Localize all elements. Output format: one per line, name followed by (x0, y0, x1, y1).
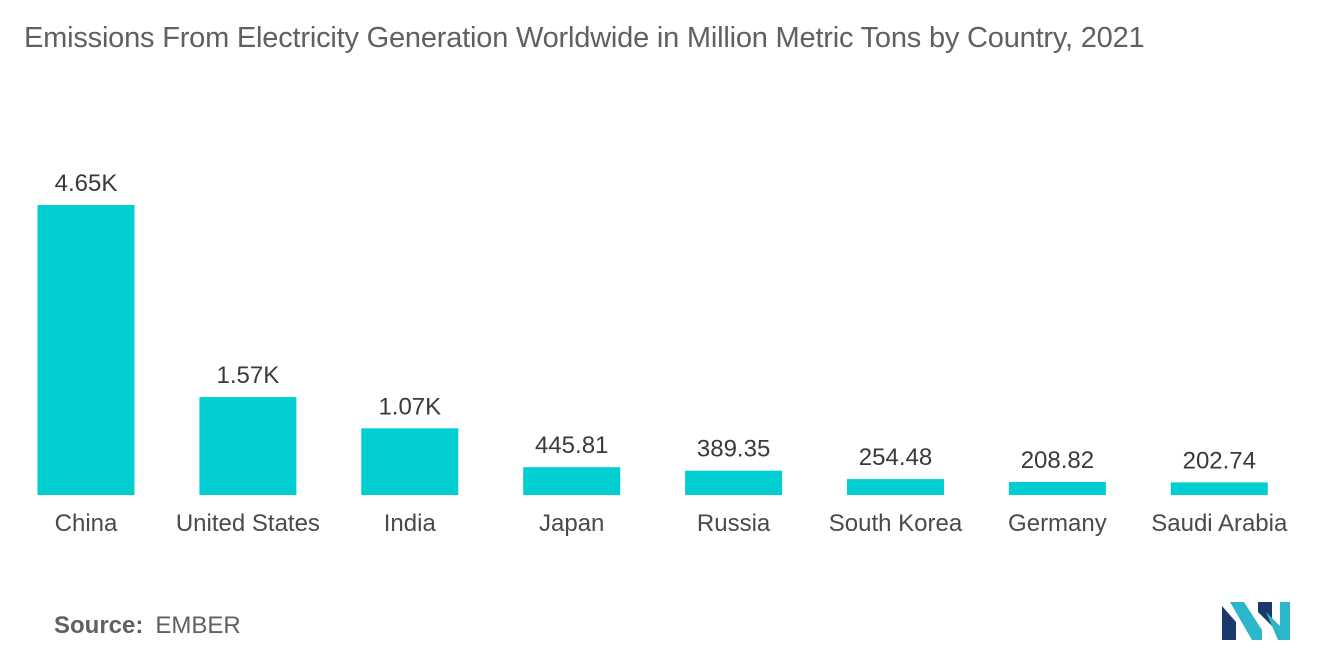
category-label: Russia (697, 510, 771, 537)
bar-china (37, 205, 135, 495)
logo-right-left-stroke (1258, 602, 1272, 626)
bars-group (37, 205, 1268, 495)
value-label: 202.74 (1183, 447, 1256, 474)
category-label: India (384, 510, 437, 537)
source-label: Source: (54, 612, 144, 639)
value-label: 445.81 (535, 432, 608, 459)
value-label: 208.82 (1021, 447, 1094, 474)
category-label: China (55, 510, 118, 537)
source-note: Source: EMBER (54, 612, 241, 640)
mordor-intelligence-logo-icon (1222, 602, 1290, 640)
source-value: EMBER (155, 612, 241, 639)
bar-chart: 4.65K 1.57K 1.07K 445.81 389.35 254.48 208.82 2… (37, 170, 1288, 537)
category-label: Japan (539, 510, 604, 537)
chart-title: Emissions From Electricity Generation Wo… (24, 22, 1145, 54)
logo-left-stroke (1222, 606, 1236, 640)
bar-south-korea (847, 479, 944, 495)
value-label: 4.65K (55, 170, 118, 197)
category-label: Germany (1008, 510, 1107, 537)
logo-mid-stroke (1230, 602, 1262, 640)
value-label: 254.48 (859, 444, 932, 471)
bar-united-states (199, 397, 297, 495)
bar-germany (1008, 482, 1106, 495)
value-labels-group: 4.65K 1.57K 1.07K 445.81 389.35 254.48 208.82 2… (55, 170, 1256, 474)
category-labels-group: China United States India Japan Russia South … (55, 510, 1288, 537)
value-label: 1.07K (378, 393, 441, 420)
bar-india (361, 428, 459, 495)
category-label: United States (176, 510, 320, 537)
value-label: 1.57K (217, 362, 280, 389)
category-label: Saudi Arabia (1151, 510, 1288, 537)
logo-right-stroke (1266, 602, 1290, 640)
value-label: 389.35 (697, 436, 770, 463)
bar-russia (685, 470, 783, 495)
bar-japan (523, 467, 621, 495)
category-label: South Korea (829, 510, 963, 537)
bar-saudi-arabia (1170, 482, 1268, 495)
